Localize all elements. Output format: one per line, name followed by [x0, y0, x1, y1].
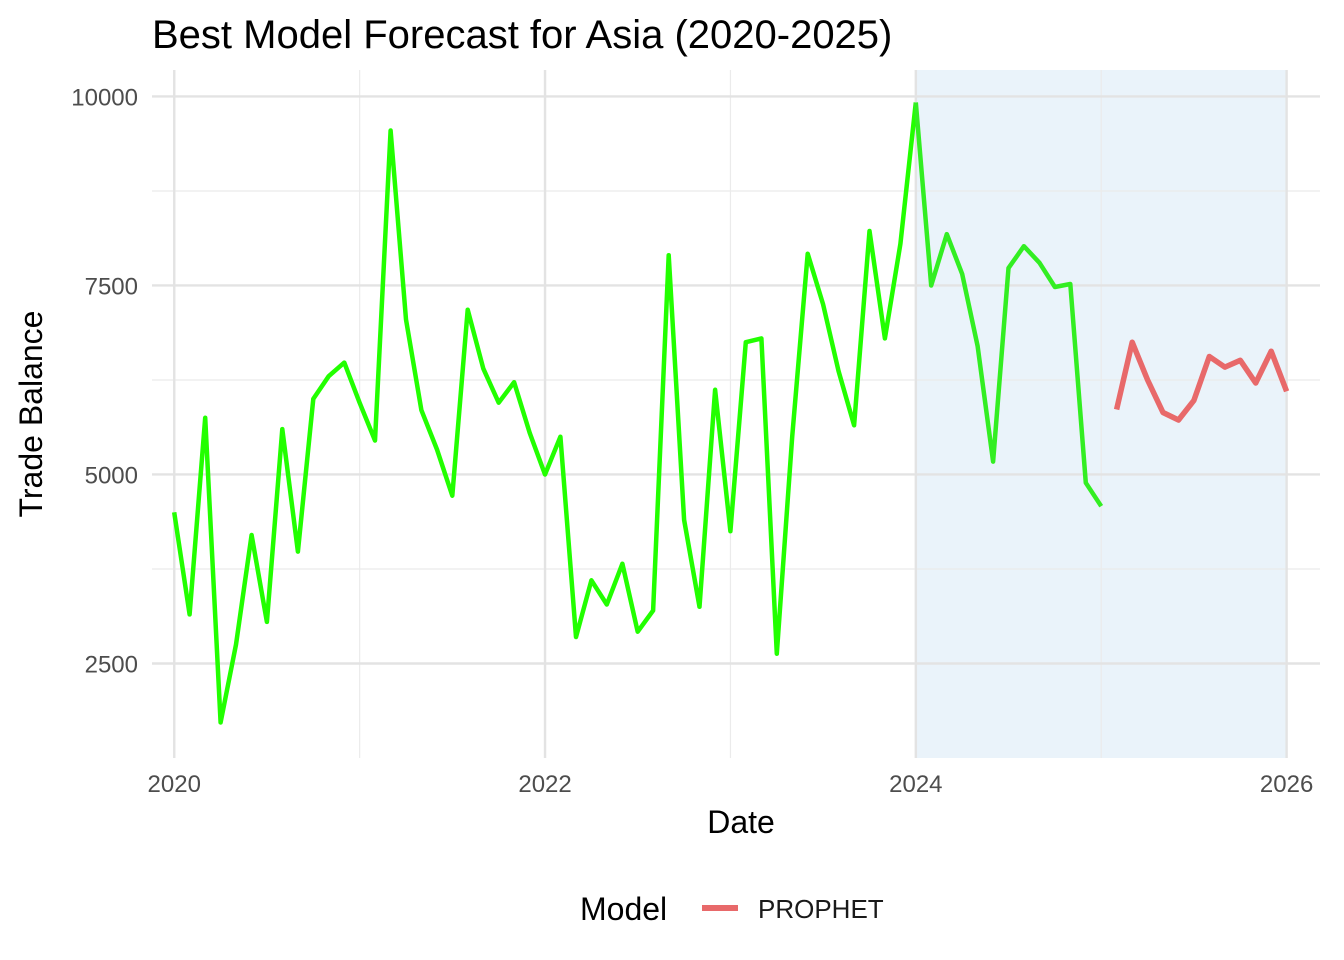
series-line-1 — [171, 102, 919, 725]
minor-gridlines — [152, 70, 1320, 758]
major-gridlines — [152, 70, 1320, 758]
y-axis-title: Trade Balance — [13, 311, 49, 518]
x-tick-label: 2026 — [1260, 771, 1313, 798]
y-tick-label: 5000 — [85, 462, 138, 489]
legend: Model PROPHET — [580, 891, 884, 927]
y-tick-label: 2500 — [85, 651, 138, 678]
series-line-2 — [913, 102, 1104, 508]
x-tick-label: 2020 — [148, 771, 201, 798]
x-axis-tick-labels: 2020 2022 2024 2026 — [148, 771, 1314, 798]
y-axis-tick-labels: 2500 5000 7500 10000 — [71, 84, 138, 678]
y-tick-label: 7500 — [85, 273, 138, 300]
chart-title: Best Model Forecast for Asia (2020-2025) — [152, 13, 892, 57]
x-tick-label: 2022 — [518, 771, 571, 798]
legend-label-prophet: PROPHET — [758, 894, 884, 924]
x-tick-label: 2024 — [889, 771, 942, 798]
y-tick-label: 10000 — [71, 84, 138, 111]
series-line-prophet — [1113, 339, 1290, 423]
series-layer — [171, 102, 1290, 725]
legend-title: Model — [580, 891, 667, 927]
x-axis-title: Date — [707, 804, 775, 840]
